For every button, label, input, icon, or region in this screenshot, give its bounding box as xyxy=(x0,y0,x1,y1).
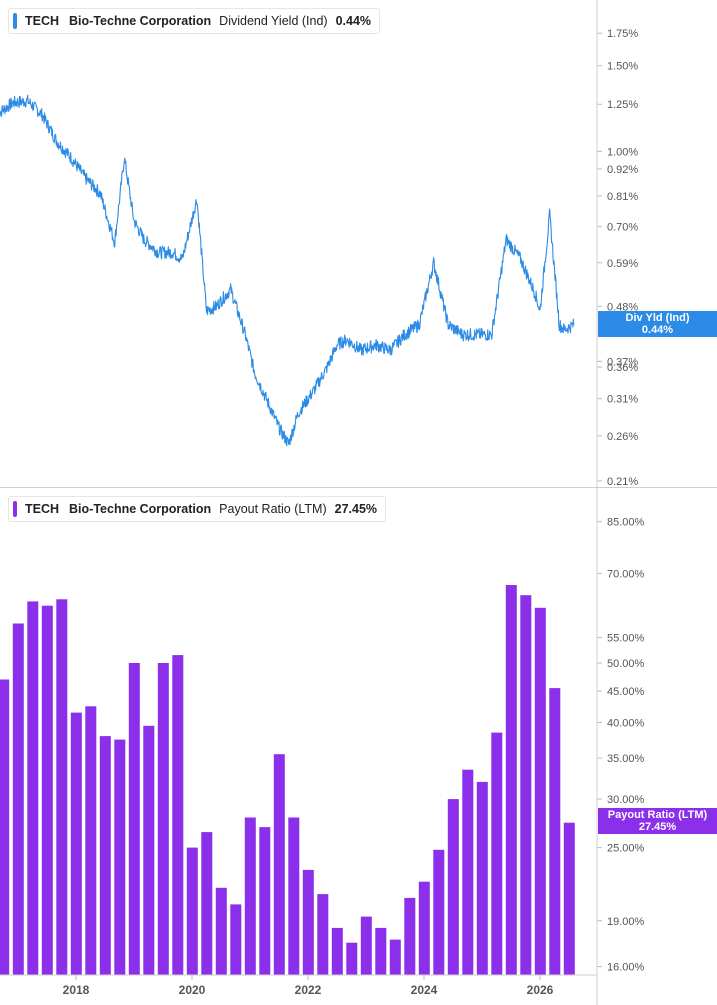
dividend-yield-line xyxy=(0,94,575,447)
payout-bar xyxy=(259,827,271,975)
y-tick-label: 0.92% xyxy=(607,164,638,176)
y-tick-label: 0.59% xyxy=(607,258,638,270)
y-tick-label: 16.00% xyxy=(607,962,645,974)
payout-bar xyxy=(476,781,488,975)
series-color-swatch xyxy=(13,13,17,29)
legend-metric: Dividend Yield (Ind) xyxy=(219,14,328,28)
y-tick-label: 70.00% xyxy=(607,568,645,580)
legend-ticker: TECH xyxy=(25,502,60,516)
y-tick-label: 0.48% xyxy=(607,301,638,313)
y-tick-label: 1.75% xyxy=(607,28,638,40)
payout-bar xyxy=(186,847,198,975)
payout-bar xyxy=(0,679,10,975)
y-tick-label: 0.70% xyxy=(607,222,638,234)
payout-bar xyxy=(12,623,24,975)
tag-value: 27.45% xyxy=(638,821,677,833)
y-tick-label: 1.50% xyxy=(607,61,638,73)
payout-bar xyxy=(505,585,517,975)
legend-value: 27.45% xyxy=(334,502,378,516)
payout-bar xyxy=(346,942,358,975)
payout-bar xyxy=(27,601,39,975)
x-tick-label: 2026 xyxy=(527,983,554,997)
payout-bar xyxy=(143,725,155,975)
payout-bar xyxy=(172,655,184,975)
legend-company: Bio-Techne Corporation xyxy=(69,502,212,516)
tag-label: Div Yld (Ind) xyxy=(625,312,690,324)
payout-ratio-panel: 85.00% 70.00% 55.00% 50.00% 45.00% 40.00% 35.0… xyxy=(0,517,645,975)
payout-bar xyxy=(201,832,213,975)
y-tick-label: 55.00% xyxy=(607,633,645,645)
payout-bar xyxy=(114,739,126,975)
payout-bar xyxy=(520,595,532,975)
payout-bar xyxy=(404,897,416,975)
dividend-yield-value-tag: Div Yld (Ind) 0.44% xyxy=(598,311,717,337)
legend-company: Bio-Techne Corporation xyxy=(69,14,212,28)
payout-bar xyxy=(99,736,111,975)
y-tick-label: 0.31% xyxy=(607,394,638,406)
payout-bar xyxy=(534,607,546,975)
payout-bar xyxy=(230,904,242,975)
legend-ticker: TECH xyxy=(25,14,60,28)
y-tick-label: 1.25% xyxy=(607,99,638,111)
dividend-yield-panel: 1.75% 1.50% 1.25% 1.00% 0.92% 0.81% 0.70% 0.59%… xyxy=(0,28,638,488)
payout-bar xyxy=(273,754,285,975)
payout-bar xyxy=(302,869,314,975)
payout-bar xyxy=(128,663,140,975)
payout-bar xyxy=(563,822,575,975)
payout-bar xyxy=(244,817,256,975)
payout-bar xyxy=(375,927,387,975)
x-tick-label: 2024 xyxy=(411,983,438,997)
payout-bar xyxy=(389,939,401,975)
payout-bar xyxy=(56,599,68,975)
payout-bar xyxy=(447,799,459,975)
payout-bar xyxy=(215,887,227,975)
payout-bar xyxy=(70,712,82,975)
payout-bar xyxy=(157,663,169,975)
y-tick-label: 35.00% xyxy=(607,753,645,765)
y-tick-label: 45.00% xyxy=(607,686,645,698)
y-tick-label: 19.00% xyxy=(607,916,645,928)
tag-label: Payout Ratio (LTM) xyxy=(607,809,708,821)
y-tick-label: 0.36% xyxy=(607,362,638,374)
payout-bar xyxy=(85,706,97,975)
x-axis: 2018 2020 2022 2024 2026 xyxy=(63,975,554,997)
payout-bar xyxy=(418,881,430,975)
payout-bar xyxy=(549,688,561,975)
payout-ratio-value-tag: Payout Ratio (LTM) 27.45% xyxy=(598,808,717,834)
y-tick-label: 0.26% xyxy=(607,431,638,443)
y-tick-label: 1.00% xyxy=(607,146,638,158)
x-tick-label: 2022 xyxy=(295,983,322,997)
y-tick-label: 0.81% xyxy=(607,191,638,203)
series-color-swatch xyxy=(13,501,17,517)
payout-bar xyxy=(491,732,503,975)
legend-value: 0.44% xyxy=(335,14,372,28)
payout-bar xyxy=(317,894,329,975)
y-tick-label: 0.21% xyxy=(607,476,638,488)
y-tick-label: 40.00% xyxy=(607,717,645,729)
x-tick-label: 2020 xyxy=(179,983,206,997)
payout-bar xyxy=(41,605,53,975)
payout-bar xyxy=(331,927,343,975)
y-tick-label: 30.00% xyxy=(607,794,645,806)
payout-bar xyxy=(360,916,372,975)
dividend-yield-legend[interactable]: TECH Bio-Techne Corporation Dividend Yie… xyxy=(8,8,381,34)
tag-value: 0.44% xyxy=(641,324,674,336)
legend-metric: Payout Ratio (LTM) xyxy=(219,502,327,516)
y-tick-label: 0.37% xyxy=(607,356,638,368)
y-tick-label: 25.00% xyxy=(607,843,645,855)
y-tick-label: 50.00% xyxy=(607,658,645,670)
payout-bar xyxy=(288,817,300,975)
payout-ratio-legend[interactable]: TECH Bio-Techne Corporation Payout Ratio… xyxy=(8,496,387,522)
y-tick-label: 85.00% xyxy=(607,517,645,529)
payout-bar xyxy=(433,849,445,975)
payout-bar xyxy=(462,769,474,975)
x-tick-label: 2018 xyxy=(63,983,90,997)
